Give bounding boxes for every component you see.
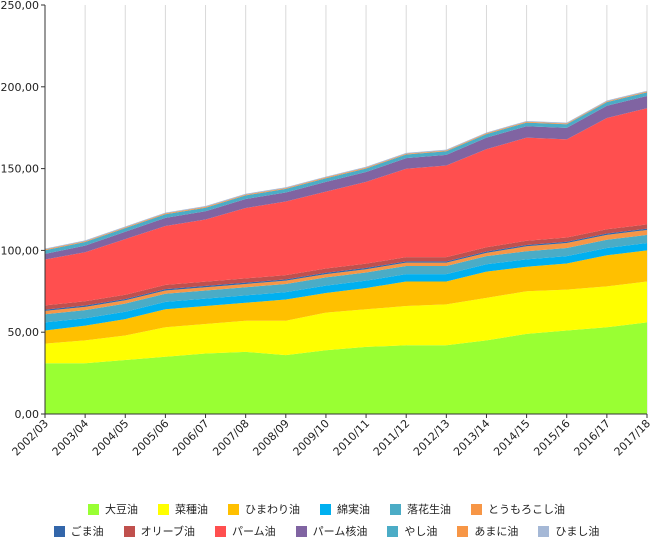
legend-swatch bbox=[457, 525, 469, 537]
legend-label: パーム油 bbox=[232, 525, 276, 538]
legend-label: ごま油 bbox=[70, 525, 104, 538]
area-series bbox=[45, 322, 647, 414]
area-series bbox=[45, 234, 647, 323]
legend-swatch bbox=[387, 525, 399, 537]
x-tick-label: 2008/09 bbox=[250, 417, 292, 459]
y-tick-label: 0,00 bbox=[15, 408, 40, 421]
x-tick-label: 2006/07 bbox=[170, 417, 212, 459]
legend-item: ひまわり油 bbox=[228, 501, 300, 517]
legend-swatch bbox=[538, 525, 550, 537]
legend-swatch bbox=[390, 503, 401, 515]
y-tick-label: 250,00 bbox=[1, 0, 40, 12]
legend-item: あまに油 bbox=[457, 523, 518, 539]
legend-swatch bbox=[320, 503, 331, 515]
x-tick-labels: 2002/032003/042004/052005/062006/072007/… bbox=[10, 414, 653, 458]
area-series bbox=[45, 243, 647, 331]
legend-swatch bbox=[215, 525, 226, 537]
y-tick-label: 150,00 bbox=[1, 163, 40, 176]
area-series bbox=[45, 229, 647, 315]
x-tick-label: 2012/13 bbox=[411, 417, 453, 459]
y-tick-label: 200,00 bbox=[1, 81, 40, 94]
area-series bbox=[45, 228, 647, 311]
area-series bbox=[45, 281, 647, 364]
legend: 大豆油 菜種油 ひまわり油 綿実油 落花生油 とうもろこし油ごま油 オリーブ油 パーム油 パーム… bbox=[0, 498, 653, 542]
legend-label: 落花生油 bbox=[407, 503, 451, 516]
legend-swatch bbox=[53, 525, 65, 537]
area-series bbox=[45, 95, 647, 260]
legend-label: ひまわり油 bbox=[245, 503, 300, 516]
legend-label: パーム核油 bbox=[312, 525, 368, 538]
series-areas bbox=[45, 90, 647, 414]
legend-label: 大豆油 bbox=[105, 503, 138, 516]
area-series bbox=[45, 250, 647, 344]
y-tick-label: 50,00 bbox=[8, 326, 40, 339]
y-tick-labels: 0,00 50,00 100,00 150,00 200,00 250,00 bbox=[1, 0, 45, 421]
x-tick-label: 2004/05 bbox=[90, 417, 132, 459]
legend-item: 綿実油 bbox=[320, 501, 370, 517]
legend-item: パーム油 bbox=[215, 523, 276, 539]
legend-row: ごま油 オリーブ油 パーム油 パーム核油 やし油 あまに油 ひまし油 bbox=[0, 520, 653, 542]
area-series bbox=[45, 224, 647, 310]
legend-swatch bbox=[295, 525, 307, 537]
x-tick-label: 2009/10 bbox=[291, 417, 333, 459]
area-series bbox=[45, 108, 647, 306]
x-tick-label: 2016/17 bbox=[571, 417, 613, 459]
axes bbox=[44, 5, 647, 415]
legend-label: 菜種油 bbox=[175, 503, 208, 516]
legend-label: ひまし油 bbox=[555, 525, 600, 538]
x-tick-label: 2007/08 bbox=[210, 417, 252, 459]
legend-swatch bbox=[88, 503, 99, 515]
x-tick-label: 2005/06 bbox=[130, 417, 172, 459]
legend-swatch bbox=[228, 503, 239, 515]
area-series bbox=[45, 91, 647, 251]
legend-swatch bbox=[471, 503, 482, 515]
legend-item: オリーブ油 bbox=[123, 523, 195, 539]
legend-label: とうもろこし油 bbox=[488, 503, 565, 516]
legend-item: 大豆油 bbox=[88, 501, 138, 517]
legend-row: 大豆油 菜種油 ひまわり油 綿実油 落花生油 とうもろこし油 bbox=[0, 498, 653, 520]
area-series bbox=[45, 90, 647, 250]
legend-item: とうもろこし油 bbox=[471, 501, 565, 517]
legend-item: ごま油 bbox=[53, 523, 104, 539]
legend-label: 綿実油 bbox=[337, 503, 370, 516]
x-tick-label: 2011/12 bbox=[371, 417, 413, 459]
legend-label: あまに油 bbox=[474, 525, 519, 538]
legend-item: パーム核油 bbox=[295, 523, 368, 539]
stacked-area-chart: 0,00 50,00 100,00 150,00 200,00 250,00 2002/0… bbox=[1, 0, 653, 458]
legend-item: 落花生油 bbox=[390, 501, 451, 517]
area-series bbox=[45, 92, 647, 254]
x-tick-label: 2014/15 bbox=[491, 417, 533, 459]
x-tick-label: 2003/04 bbox=[50, 417, 92, 459]
legend-item: ひまし油 bbox=[538, 523, 599, 539]
legend-swatch bbox=[123, 525, 135, 537]
legend-item: 菜種油 bbox=[158, 501, 208, 517]
y-tick-label: 100,00 bbox=[1, 244, 40, 257]
x-tick-label: 2017/18 bbox=[612, 417, 653, 459]
legend-label: オリーブ油 bbox=[140, 525, 195, 538]
legend-swatch bbox=[158, 503, 169, 515]
legend-label: やし油 bbox=[404, 525, 438, 538]
x-tick-label: 2013/14 bbox=[451, 417, 493, 459]
x-tick-label: 2015/16 bbox=[531, 417, 573, 459]
legend-item: やし油 bbox=[387, 523, 437, 539]
x-tick-label: 2002/03 bbox=[10, 417, 52, 459]
x-tick-label: 2010/11 bbox=[331, 417, 373, 459]
